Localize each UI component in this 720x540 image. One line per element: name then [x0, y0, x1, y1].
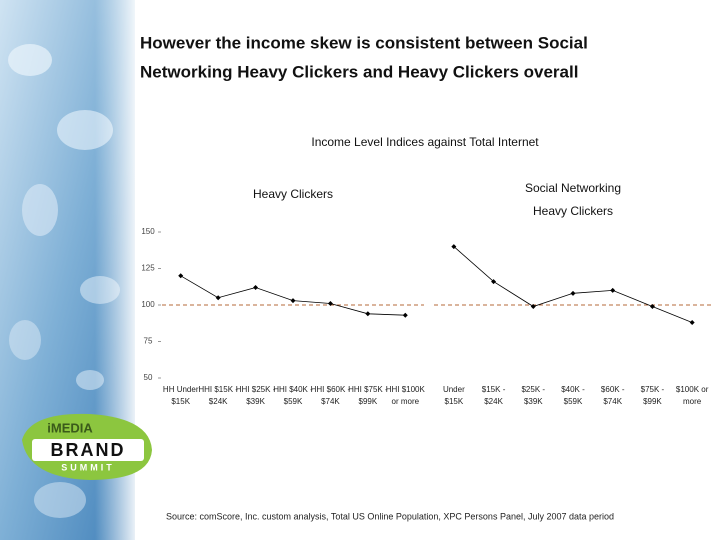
x-tick-label: $24K — [484, 397, 503, 406]
x-tick-label: HHI $40K - — [273, 385, 313, 394]
logo-middle: BRAND — [51, 440, 126, 460]
x-tick-label: $100K or — [676, 385, 709, 394]
slide-title: However the income skew is consistent be… — [140, 33, 588, 52]
x-tick-label: $99K — [359, 397, 378, 406]
y-tick-label: 50 — [144, 373, 153, 382]
y-tick-label: 100 — [141, 300, 155, 309]
x-tick-label: more — [683, 397, 702, 406]
x-tick-label: $60K - — [601, 385, 625, 394]
panel-title: Heavy Clickers — [533, 204, 613, 218]
point-marker — [178, 273, 184, 279]
point-marker — [402, 312, 408, 318]
x-tick-label: $39K — [524, 397, 543, 406]
source-note: Source: comScore, Inc. custom analysis, … — [166, 511, 614, 521]
point-marker — [649, 303, 655, 309]
point-marker — [365, 311, 371, 317]
water-strip — [0, 0, 140, 540]
logo-top: iMEDIA — [47, 420, 93, 435]
x-tick-label: $59K — [564, 397, 583, 406]
point-marker — [215, 295, 221, 301]
x-tick-label: $15K - — [482, 385, 506, 394]
x-tick-label: $25K - — [521, 385, 545, 394]
x-tick-label: $24K — [209, 397, 228, 406]
x-tick-label: HHI $60K - — [311, 385, 351, 394]
y-tick-label: 150 — [141, 227, 155, 236]
x-tick-label: $15K — [445, 397, 464, 406]
point-marker — [451, 244, 457, 250]
x-tick-label: $75K - — [641, 385, 665, 394]
point-marker — [689, 320, 695, 326]
logo: iMEDIA BRAND SUMMIT — [22, 413, 152, 480]
x-tick-label: $74K — [603, 397, 622, 406]
point-marker — [570, 290, 576, 296]
panel-title: Social Networking — [525, 181, 621, 195]
chart-subtitle: Income Level Indices against Total Inter… — [311, 135, 539, 149]
logo-bottom: SUMMIT — [61, 462, 115, 472]
x-tick-label: HHI $75K - — [348, 385, 388, 394]
x-tick-label: $99K — [643, 397, 662, 406]
x-tick-label: HH Under — [163, 385, 199, 394]
point-marker — [610, 287, 616, 293]
panel-title: Heavy Clickers — [253, 187, 333, 201]
x-tick-label: HHI $15K - — [198, 385, 238, 394]
x-tick-label: $40K - — [561, 385, 585, 394]
y-tick-label: 125 — [141, 264, 155, 273]
x-tick-label: HHI $100K — [386, 385, 426, 394]
x-tick-label: or more — [392, 397, 420, 406]
x-tick-label: $39K — [246, 397, 265, 406]
x-tick-label: $74K — [321, 397, 340, 406]
point-marker — [491, 279, 497, 285]
x-tick-label: $15K — [171, 397, 190, 406]
point-marker — [290, 298, 296, 304]
x-tick-label: Under — [443, 385, 465, 394]
point-marker — [253, 284, 259, 290]
y-tick-label: 75 — [144, 337, 153, 346]
x-tick-label: $59K — [284, 397, 303, 406]
x-tick-label: HHI $25K - — [236, 385, 276, 394]
point-marker — [530, 303, 536, 309]
slide-title: Networking Heavy Clickers and Heavy Clic… — [140, 62, 578, 81]
point-marker — [327, 301, 333, 307]
